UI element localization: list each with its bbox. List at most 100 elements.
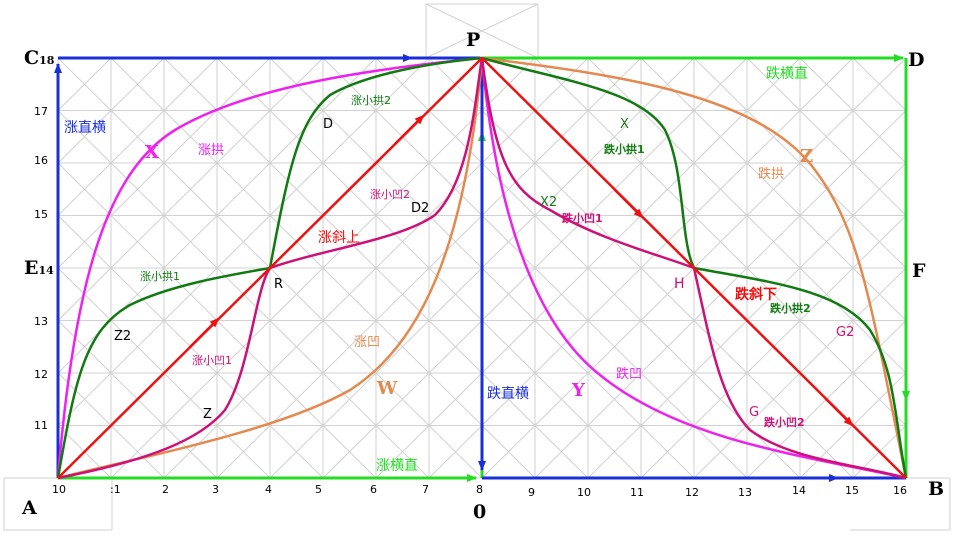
grid-line: [269, 372, 324, 426]
grid-line: [163, 162, 218, 216]
grid-line: [640, 162, 695, 216]
label-P: P: [466, 29, 480, 51]
x-tick: 6: [370, 483, 377, 496]
point-R: R: [274, 277, 283, 292]
label-rise-small-concave-1: 涨小凹1: [192, 354, 232, 367]
x-tick: 16: [893, 484, 907, 497]
point-X2: X2: [540, 195, 557, 210]
diagonal-arrows: [189, 114, 854, 427]
grid-line: [163, 110, 218, 164]
grid-line: [163, 57, 218, 111]
corner-labels: C18 E14 A P 0 D F B: [21, 29, 944, 523]
grid-line: [216, 425, 271, 479]
fall-small-concave-1-curve: [480, 57, 695, 270]
grid-line: [534, 320, 589, 374]
point-G: G: [749, 405, 759, 420]
grid-line: [322, 425, 377, 479]
point-X-big: X: [145, 142, 159, 163]
grid-line: [852, 215, 907, 269]
grid-line: [110, 320, 165, 374]
grid-line: [216, 215, 271, 269]
grid-line: [269, 267, 324, 321]
grid-line: [693, 110, 748, 164]
grid-line: [375, 425, 430, 479]
background-grid: [3, 3, 951, 531]
grid-line: [481, 372, 536, 426]
grid-line: [375, 372, 430, 426]
label-rise-small-arch-2: 涨小拱2: [351, 93, 391, 107]
grid-line: [163, 425, 218, 479]
fall-diagonal-arrow-2: [824, 397, 854, 427]
label-fall-horizontal-vertical: 跌横直: [766, 65, 808, 82]
grid-line: [110, 425, 165, 479]
x-tick: 2: [162, 483, 169, 496]
x-tick: 4: [265, 483, 272, 496]
x-tick: 9: [528, 486, 535, 499]
grid-line: [425, 3, 539, 59]
boundary-lines: [54, 54, 910, 482]
grid-line: [216, 320, 271, 374]
rise-diagonal-arrow-2: [394, 114, 425, 145]
label-fall-concave: 跌凹: [616, 366, 642, 382]
x-tick: 10: [577, 486, 591, 499]
grid-line: [269, 162, 324, 216]
grid-line: [375, 162, 430, 216]
grid-line: [428, 425, 483, 479]
y-tick: 15: [34, 208, 48, 221]
grid-line: [481, 110, 536, 164]
grid-line: [746, 267, 801, 321]
grid-line: [799, 57, 854, 111]
grid-line: [693, 162, 748, 216]
point-Z: Z: [203, 407, 212, 422]
grid-line: [746, 425, 801, 479]
label-rise-vertical-horizontal: 涨直横: [64, 119, 106, 136]
grid-line: [216, 372, 271, 426]
grid-line: [322, 372, 377, 426]
grid-line: [640, 267, 695, 321]
grid-line: [216, 57, 271, 111]
grid-line: [852, 267, 907, 321]
grid-line: [322, 215, 377, 269]
grid-line: [587, 110, 642, 164]
grid-line: [534, 425, 589, 479]
grid-line: [852, 57, 907, 111]
rise-concave-curve: [57, 57, 484, 480]
point-labels: R H D D2 Z Z2 X X2 G G2 W Y X Z: [114, 117, 854, 422]
rise-diagonal-arrow-1: [189, 317, 220, 348]
grid-line: [746, 162, 801, 216]
point-X-small: X: [620, 117, 629, 132]
grid-line: [481, 320, 536, 374]
grid-line: [57, 215, 112, 269]
grid-line: [852, 110, 907, 164]
grid-line: [216, 162, 271, 216]
label-fall-small-arch-2: 跌小拱2: [770, 301, 811, 315]
grid-line: [269, 425, 324, 479]
point-W: W: [376, 378, 398, 399]
fall-small-arch-1-curve: [481, 56, 696, 269]
label-rise-small-arch-1: 涨小拱1: [140, 269, 180, 283]
y-axis-ticks: 17 16 15 13 12 11: [34, 105, 48, 432]
y-tick: 13: [34, 315, 48, 328]
grid-line: [481, 425, 536, 479]
point-Y: Y: [571, 380, 586, 401]
point-G2: G2: [836, 325, 854, 340]
x-tick: 10: [52, 483, 66, 496]
label-rise-arch: 涨拱: [198, 143, 224, 158]
label-A: A: [21, 497, 37, 519]
grid-line: [746, 57, 801, 111]
curve-labels: 涨直横 涨横直 跌横直 跌直横 涨斜上 跌斜下 涨拱 跌拱 涨凹 跌凹 涨小拱1…: [64, 65, 811, 474]
grid-line: [322, 267, 377, 321]
grid-line: [640, 425, 695, 479]
grid-line: [799, 162, 854, 216]
grid-line: [110, 215, 165, 269]
grid-line: [163, 372, 218, 426]
label-fall-arch: 跌拱: [758, 166, 784, 182]
fall-small-arch-2-curve: [693, 266, 908, 479]
grid-line: [693, 320, 748, 374]
grid-line: [587, 320, 642, 374]
grid-line: [534, 267, 589, 321]
x-tick: 5: [315, 483, 322, 496]
grid-line: [799, 425, 854, 479]
grid-line: [587, 267, 642, 321]
